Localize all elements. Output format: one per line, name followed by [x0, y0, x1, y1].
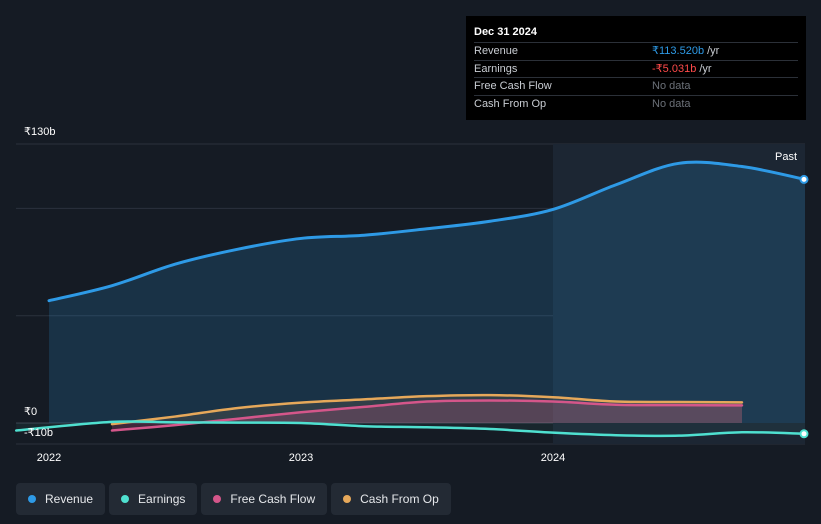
- series-lines: [14, 160, 809, 439]
- legend-dot-icon: [213, 495, 222, 503]
- tooltip-value: No data: [652, 80, 691, 92]
- chart-area: ₹130b ₹0 -₹10b 2022 2023 2024 Past: [14, 126, 809, 464]
- tooltip-row-fcf: Free Cash Flow No data: [474, 77, 798, 95]
- tooltip-label: Revenue: [474, 45, 519, 57]
- x-tick-label: 2024: [541, 452, 565, 464]
- past-label: Past: [775, 151, 797, 163]
- legend-item-earnings[interactable]: Earnings: [109, 483, 198, 515]
- tooltip-value: ₹113.520b: [652, 45, 705, 57]
- legend-label: Cash From Op: [360, 492, 439, 506]
- legend-item-revenue[interactable]: Revenue: [16, 483, 106, 515]
- tooltip-row-earnings: Earnings -₹5.031b /yr: [474, 59, 798, 78]
- tooltip-value: No data: [652, 97, 691, 110]
- tooltip-row-revenue: Revenue ₹113.520b /yr: [474, 42, 798, 60]
- legend-item-free-cash-flow[interactable]: Free Cash Flow: [201, 483, 328, 515]
- tooltip-unit: /yr: [699, 62, 712, 75]
- legend-dot-icon: [121, 495, 130, 503]
- line-free-cash-flow: [110, 399, 744, 432]
- legend-dot-icon: [28, 495, 36, 503]
- tooltip-row-cfo: Cash From Op No data: [474, 94, 798, 113]
- legend-label: Revenue: [45, 492, 94, 506]
- legend-label: Earnings: [138, 492, 186, 506]
- tooltip-date: Dec 31 2024: [474, 26, 537, 38]
- tooltip: Dec 31 2024 Revenue ₹113.520b /yr Earnin…: [466, 16, 806, 120]
- legend-dot-icon: [343, 495, 352, 503]
- legend: Revenue Earnings Free Cash Flow Cash Fro…: [16, 483, 451, 515]
- line-earnings: [14, 420, 807, 438]
- y-tick-label: -₹10b: [24, 427, 53, 439]
- y-tick-label: ₹0: [24, 406, 37, 418]
- endpoint-earnings: [799, 429, 809, 439]
- y-tick-label: ₹130b: [24, 126, 55, 138]
- endpoint-revenue: [799, 174, 809, 184]
- tooltip-label: Free Cash Flow: [474, 80, 552, 92]
- series-areas: [16, 162, 806, 436]
- x-tick-label: 2023: [289, 452, 313, 464]
- tooltip-label: Cash From Op: [474, 97, 547, 110]
- tooltip-value: -₹5.031b: [652, 62, 697, 75]
- tooltip-label: Earnings: [474, 62, 518, 75]
- legend-label: Free Cash Flow: [230, 492, 316, 506]
- x-tick-label: 2022: [37, 452, 61, 464]
- axis-ticks: ₹130b ₹0 -₹10b 2022 2023 2024: [24, 126, 565, 464]
- area-earnings: [16, 421, 806, 436]
- line-cash-from-op: [110, 393, 744, 426]
- tooltip-unit: /yr: [707, 45, 720, 57]
- line-revenue: [47, 160, 807, 303]
- legend-item-cash-from-op[interactable]: Cash From Op: [331, 483, 451, 515]
- area-revenue: [49, 162, 805, 424]
